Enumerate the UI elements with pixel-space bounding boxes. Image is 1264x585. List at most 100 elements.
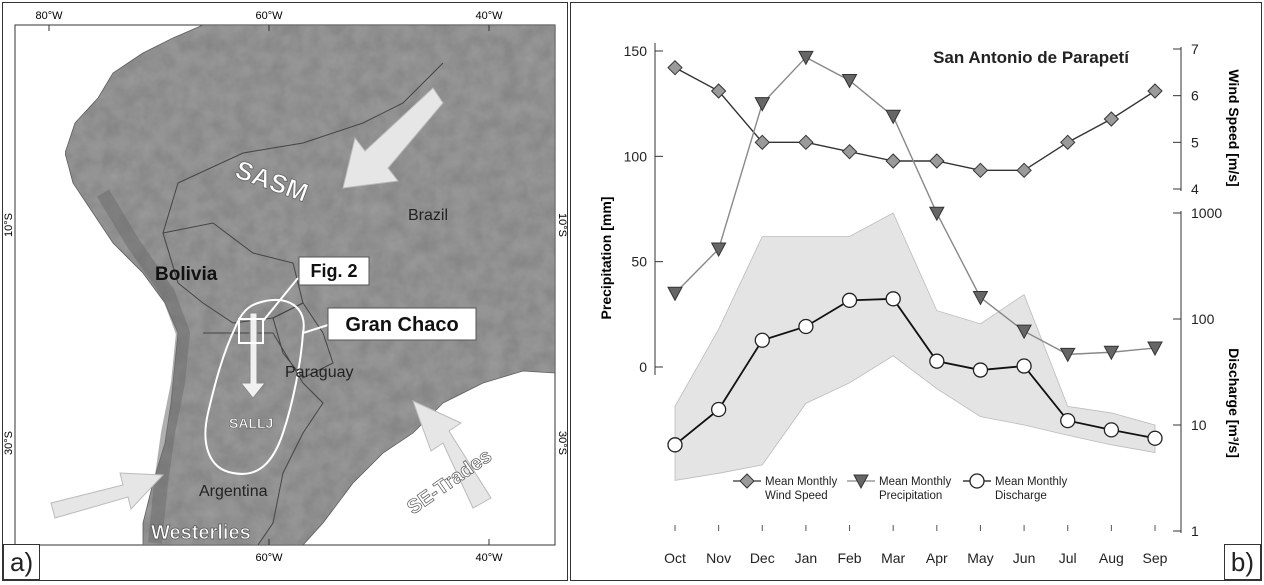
discharge-point <box>972 362 989 378</box>
legend-label: Mean Monthly <box>765 476 837 488</box>
discharge-tick-label: 100 <box>1191 311 1215 327</box>
label-bolivia: Bolivia <box>155 264 218 285</box>
south-america-map: 80°W 60°W 40°W 60°W 40°W 10°S 30°S 10°S … <box>3 10 568 564</box>
map-panel: 80°W 60°W 40°W 60°W 40°W 10°S 30°S 10°S … <box>2 2 568 581</box>
chart-title: San Antonio de Parapetí <box>933 48 1130 67</box>
wind-speed-point <box>667 59 683 76</box>
precipitation-point <box>928 206 945 222</box>
precipitation-point <box>1059 347 1076 363</box>
precipitation-line <box>674 56 1156 356</box>
precipitation-point <box>885 109 902 125</box>
discharge-tick-label: 10 <box>1191 417 1207 433</box>
precipitation-point <box>754 97 771 112</box>
lon-label-top-60w: 60°W <box>255 10 283 22</box>
precipitation-point <box>1016 324 1032 340</box>
label-westerlies: Westerlies <box>151 522 251 544</box>
legend-marker-triangle <box>853 474 869 490</box>
wind-speed-point <box>929 153 945 169</box>
series-layer <box>667 50 1163 453</box>
legend-label: Discharge <box>995 490 1047 502</box>
wind-speed-point <box>1147 83 1163 99</box>
label-sallj: SALLJ <box>229 415 273 431</box>
label-paraguay: Paraguay <box>285 364 354 381</box>
lat-label-right-30s: 30°S <box>556 431 567 455</box>
border-argentina <box>203 332 324 546</box>
label-fig2: Fig. 2 <box>310 261 357 281</box>
precipitation-point <box>710 242 727 258</box>
lat-label-left-10s: 10°S <box>3 213 15 237</box>
discharge-point <box>1016 358 1032 374</box>
discharge-tick-label: 1 <box>1191 523 1199 539</box>
wind-speed-point <box>972 162 989 179</box>
precipitation-point <box>1103 345 1120 361</box>
precip-tick-label: 0 <box>639 359 647 375</box>
wind-tick-label: 6 <box>1191 88 1199 104</box>
legend-label: Mean Monthly <box>995 476 1067 488</box>
wind-speed-line <box>674 67 1156 172</box>
legend-label: Mean Monthly <box>879 476 951 488</box>
gran-chaco-label-box <box>327 307 477 341</box>
label-argentina: Argentina <box>199 483 268 500</box>
lon-label-bottom-40w: 40°W <box>475 552 503 564</box>
wind-speed-point <box>1016 162 1032 179</box>
lon-ticks-bottom <box>268 539 490 545</box>
precipitation-point <box>798 50 814 66</box>
discharge-point <box>1103 422 1120 438</box>
lon-ticks-top <box>48 25 490 31</box>
legend-marker-circle <box>969 473 985 489</box>
legend-label: Precipitation <box>879 490 942 502</box>
month-label: Oct <box>664 550 686 566</box>
wind-tick-label: 5 <box>1191 134 1199 150</box>
wind-speed-point <box>754 134 770 151</box>
lat-label-left-30s: 30°S <box>3 431 15 455</box>
month-label: Nov <box>706 550 731 566</box>
month-label: Sep <box>1143 550 1168 566</box>
discharge-point <box>710 401 727 418</box>
discharge-axis-label: Discharge [m³/s] <box>1226 348 1242 458</box>
discharge-range-band <box>674 212 1156 481</box>
precip-axis-label: Precipitation [mm] <box>598 197 614 320</box>
month-label: Dec <box>750 550 775 566</box>
wind-tick-label: 7 <box>1191 41 1199 57</box>
sasm-arrow <box>342 87 444 189</box>
se-trades-arrow <box>412 400 492 509</box>
lon-label-top-80w: 80°W <box>35 10 63 22</box>
lon-label-top-40w: 40°W <box>475 10 503 22</box>
panel-b-letter: b) <box>1223 544 1261 580</box>
sallj-arrow <box>239 312 267 399</box>
chart-legend: Mean Monthly Wind Speed Mean Monthly Precip… <box>733 473 1067 502</box>
legend-marker-diamond <box>739 473 755 489</box>
axes-layer: 150 100 50 0 7 6 5 4 1000 100 10 1 Oct Nov Dec Jan Feb Ma… <box>624 41 1223 566</box>
month-label: Jul <box>1059 550 1077 566</box>
label-gran-chaco: Gran Chaco <box>345 314 458 336</box>
wind-speed-point <box>710 83 727 99</box>
discharge-tick-label: 1000 <box>1191 205 1222 221</box>
discharge-point <box>885 291 901 307</box>
discharge-point <box>841 292 858 308</box>
month-label: May <box>967 550 993 566</box>
precip-tick-label: 100 <box>624 148 648 164</box>
wind-speed-point <box>841 143 858 160</box>
chart-panel: 150 100 50 0 7 6 5 4 1000 100 10 1 Oct Nov Dec Jan Feb Ma… <box>570 2 1262 581</box>
month-label: Feb <box>837 550 861 566</box>
legend-label: Wind Speed <box>765 490 828 502</box>
border-brazil <box>162 62 444 234</box>
precipitation-point <box>667 286 683 302</box>
month-label: Apr <box>926 550 948 566</box>
precip-tick-label: 150 <box>624 43 648 59</box>
panel-a-letter: a) <box>3 544 41 580</box>
wind-speed-point <box>798 134 814 151</box>
month-label: Mar <box>881 550 905 566</box>
discharge-point <box>754 332 770 348</box>
westerlies-arrow <box>50 472 165 519</box>
month-label: Jun <box>1013 550 1036 566</box>
precip-tick-label: 50 <box>631 254 647 270</box>
fig2-label-box <box>298 256 370 286</box>
discharge-point <box>667 437 683 453</box>
wind-speed-point <box>1060 134 1076 151</box>
wind-speed-point <box>885 153 901 169</box>
month-label: Jan <box>795 550 818 566</box>
gran-chaco-leader-line <box>302 324 329 334</box>
discharge-point <box>798 318 814 335</box>
climate-chart: 150 100 50 0 7 6 5 4 1000 100 10 1 Oct Nov Dec Jan Feb Ma… <box>598 41 1242 566</box>
